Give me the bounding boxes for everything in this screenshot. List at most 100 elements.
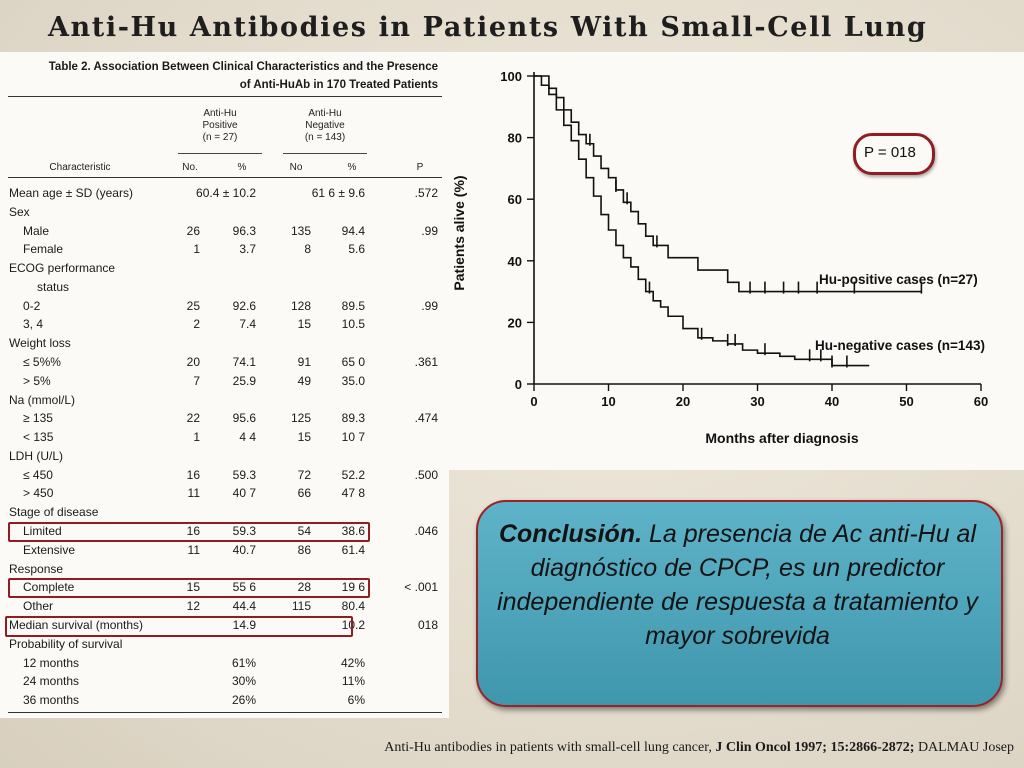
series-label-hu-negative: Hu-negative cases (n=143) bbox=[815, 338, 985, 353]
y-tick-label: 60 bbox=[508, 192, 522, 207]
table-cell: 16 bbox=[186, 524, 200, 539]
table-cell: 59.3 bbox=[232, 524, 256, 539]
table-cell: 47 8 bbox=[341, 486, 365, 501]
p-value-circle bbox=[853, 133, 935, 175]
y-tick-label: 40 bbox=[508, 254, 522, 269]
table-cell: 40 7 bbox=[232, 486, 256, 501]
table-cell: 19 6 bbox=[341, 580, 365, 595]
table-row-label: 12 months bbox=[23, 655, 80, 670]
table-cell: 89.3 bbox=[341, 411, 365, 426]
table-cell: 3.7 bbox=[239, 242, 256, 257]
table-cell: 92.6 bbox=[232, 298, 256, 313]
x-tick-label: 30 bbox=[750, 394, 764, 409]
table-cell: 16 bbox=[186, 467, 200, 482]
table-cell: 25.9 bbox=[232, 373, 256, 388]
table-cell: 15 bbox=[297, 430, 311, 445]
table-row-label: Limited bbox=[23, 524, 62, 539]
table-row-label: ≤ 450 bbox=[23, 467, 53, 482]
y-axis-title: Patients alive (%) bbox=[451, 175, 467, 290]
group-pos-line3: (n = 27) bbox=[202, 132, 238, 143]
table-row-label: Stage of disease bbox=[9, 505, 99, 520]
group-header-positive: Anti-Hu Positive (n = 27) bbox=[180, 108, 260, 144]
table-cell: 11 bbox=[187, 486, 200, 501]
table-row-label: < 135 bbox=[23, 430, 54, 445]
table-cell: 49 bbox=[297, 373, 311, 388]
table-cell: 20 bbox=[186, 355, 200, 370]
table-cell: 15 bbox=[186, 580, 200, 595]
table-cell: .99 bbox=[421, 223, 438, 238]
table-cell: 38.6 bbox=[341, 524, 365, 539]
table-row-label: Weight loss bbox=[9, 336, 71, 351]
series-label-hu-positive: Hu-positive cases (n=27) bbox=[819, 272, 978, 287]
hu-negative-curve bbox=[534, 75, 870, 367]
table-cell: 26% bbox=[231, 693, 256, 708]
table-cell: 40.7 bbox=[232, 542, 256, 557]
conclusion-text: Conclusión. La presencia de Ac anti-Hu a… bbox=[490, 517, 985, 653]
table-cell: 94.4 bbox=[341, 223, 365, 238]
group-neg-line1: Anti-Hu bbox=[308, 108, 342, 119]
table-cell: 10.5 bbox=[341, 317, 365, 332]
x-tick-label: 50 bbox=[899, 394, 913, 409]
table-cell: 26 bbox=[186, 223, 200, 238]
table-cell: 115 bbox=[291, 599, 311, 614]
y-tick-label: 20 bbox=[508, 315, 522, 330]
table-cell: 52.2 bbox=[341, 467, 365, 482]
table-cell: 11% bbox=[341, 674, 365, 689]
table-row-label: Extensive bbox=[23, 542, 76, 557]
table-cell: 61 6 ± 9.6 bbox=[311, 186, 365, 200]
table-cell: 125 bbox=[290, 411, 311, 426]
table-cell: 61% bbox=[231, 655, 256, 670]
table-row-label: ECOG performance bbox=[9, 261, 116, 276]
table-cell: 2 bbox=[193, 317, 200, 332]
table-row-label: LDH (U/L) bbox=[9, 448, 64, 463]
table-cell: 018 bbox=[417, 617, 438, 632]
table-cell: 61.4 bbox=[341, 542, 365, 557]
group-neg-rule bbox=[283, 153, 367, 154]
table-row-label: Probability of survival bbox=[9, 636, 123, 651]
table-cell: 44.4 bbox=[232, 599, 256, 614]
group-neg-line2: Negative bbox=[305, 120, 345, 131]
group-pos-rule bbox=[178, 153, 262, 154]
table-cell: 10.2 bbox=[341, 617, 365, 632]
table-row-label: status bbox=[37, 279, 70, 294]
col-pct-positive: % bbox=[237, 162, 247, 173]
table-cell: 22 bbox=[186, 411, 200, 426]
table-cell: 89.5 bbox=[341, 298, 365, 313]
group-pos-line2: Positive bbox=[202, 120, 238, 131]
y-tick-label: 80 bbox=[508, 131, 522, 146]
citation-author: DALMAU Josep bbox=[914, 740, 1014, 755]
x-tick-label: 20 bbox=[676, 394, 690, 409]
table-cell: 1 bbox=[193, 242, 200, 257]
citation-journal: J Clin Oncol 1997; 15:2866-2872; bbox=[715, 740, 915, 755]
table-row-label: 36 months bbox=[23, 693, 80, 708]
table-row-label: ≤ 5%% bbox=[23, 355, 61, 370]
x-tick-label: 40 bbox=[825, 394, 839, 409]
table-cell: 135 bbox=[290, 223, 311, 238]
group-header-negative: Anti-Hu Negative (n = 143) bbox=[285, 108, 365, 144]
table-cell: 96.3 bbox=[232, 223, 256, 238]
table-row-label: Mean age ± SD (years) bbox=[9, 186, 133, 200]
table-row-label: > 450 bbox=[23, 486, 54, 501]
y-tick-label: 0 bbox=[515, 377, 522, 392]
table-cell: .046 bbox=[414, 524, 438, 539]
table-row-label: Sex bbox=[9, 204, 30, 219]
table-row-label: Male bbox=[23, 223, 50, 238]
table-cell: .474 bbox=[414, 411, 438, 426]
table-cell: 15 bbox=[297, 317, 311, 332]
table-cell: .361 bbox=[414, 355, 438, 370]
clinical-table-panel: Table 2. Association Between Clinical Ch… bbox=[0, 52, 449, 718]
survival-plot-panel: 0 20 40 60 80 100 0 10 20 30 40 50 60 Hu-positive ca… bbox=[449, 52, 1024, 470]
table-cell: 28 bbox=[297, 580, 311, 595]
highlight-complete-row bbox=[8, 578, 370, 598]
table-cell: 86 bbox=[297, 542, 311, 557]
table-cell: 6% bbox=[347, 693, 365, 708]
table-row-label: Other bbox=[23, 599, 54, 614]
table-cell: 35.0 bbox=[341, 373, 365, 388]
table-row-label: 3, 4 bbox=[23, 317, 44, 332]
table-cell: 10 7 bbox=[341, 430, 365, 445]
table-cell: 11 bbox=[187, 542, 200, 557]
col-characteristic: Characteristic bbox=[49, 162, 111, 173]
table-cell: 74.1 bbox=[232, 355, 256, 370]
p-value-label: P = 018 bbox=[864, 144, 916, 161]
conclusion-callout bbox=[476, 500, 1003, 707]
